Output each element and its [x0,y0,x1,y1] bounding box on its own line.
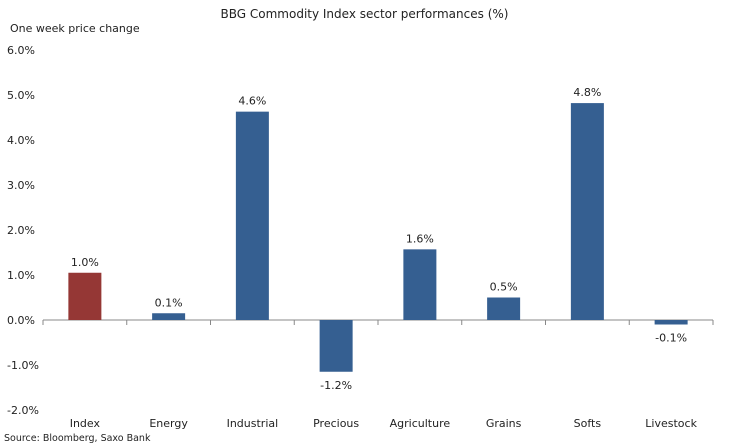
y-axis-label: One week price change [10,22,140,35]
y-tick-label: -2.0% [7,404,39,417]
bar-softs [570,103,604,320]
x-tick-label: Livestock [645,417,697,430]
data-label: 4.6% [238,95,266,108]
data-label: 1.6% [406,232,434,245]
bar-precious [319,320,353,372]
x-tick-label: Industrial [227,417,279,430]
x-tick-label: Agriculture [390,417,451,430]
x-tick-label: Softs [574,417,602,430]
data-label: 0.5% [490,281,518,294]
data-label: 0.1% [155,296,183,309]
data-label: -0.1% [655,332,687,345]
y-tick-label: -1.0% [7,359,39,372]
chart-title: BBG Commodity Index sector performances … [220,7,509,21]
bar-industrial [235,111,269,321]
x-tick-label: Energy [149,417,188,430]
bar-index [68,272,102,320]
bar-livestock [654,320,688,325]
y-tick-label: 1.0% [7,269,35,282]
bar-energy [152,313,186,320]
bar-agriculture [403,249,437,320]
bar-grains [487,297,521,320]
y-tick-label: 3.0% [7,179,35,192]
data-label: -1.2% [320,379,352,392]
y-tick-label: 4.0% [7,134,35,147]
y-tick-label: 5.0% [7,89,35,102]
y-tick-label: 2.0% [7,224,35,237]
source-note: Source: Bloomberg, Saxo Bank [4,433,151,444]
data-label: 1.0% [71,256,99,269]
x-tick-label: Grains [486,417,522,430]
data-label: 4.8% [573,86,601,99]
y-tick-label: 0.0% [7,314,35,327]
y-tick-label: 6.0% [7,44,35,57]
x-tick-label: Precious [313,417,359,430]
x-tick-label: Index [70,417,101,430]
